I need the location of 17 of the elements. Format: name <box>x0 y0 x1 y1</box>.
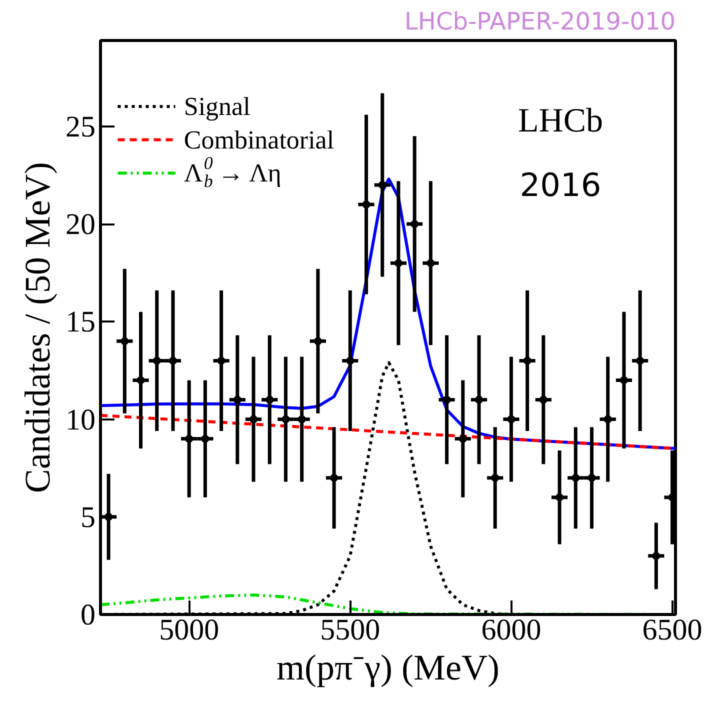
x-axis-title: m(pπ⁻γ) (MeV) <box>276 648 500 688</box>
legend-label: Combinatorial <box>184 125 334 154</box>
y-tick-label: 10 <box>66 403 96 436</box>
annotation: LHCb <box>518 102 603 140</box>
y-tick-label: 5 <box>80 500 96 534</box>
x-tick-label: 6000 <box>481 614 542 646</box>
y-tick-label: 25 <box>66 110 96 144</box>
y-tick-label: 0 <box>80 598 96 632</box>
y-tick-label: 15 <box>66 306 96 339</box>
x-tick-label: 5500 <box>320 614 380 646</box>
annotation: 2016 <box>520 166 602 204</box>
legend-label: Signal <box>184 92 250 122</box>
y-axis-title: Candidates / (50 MeV) <box>18 162 58 493</box>
x-tick-label: 5000 <box>159 614 220 646</box>
text: LHCb-PAPER-2019-010 <box>404 8 676 36</box>
y-tick-label: 20 <box>66 208 96 242</box>
x-tick-label: 6500 <box>642 614 702 646</box>
